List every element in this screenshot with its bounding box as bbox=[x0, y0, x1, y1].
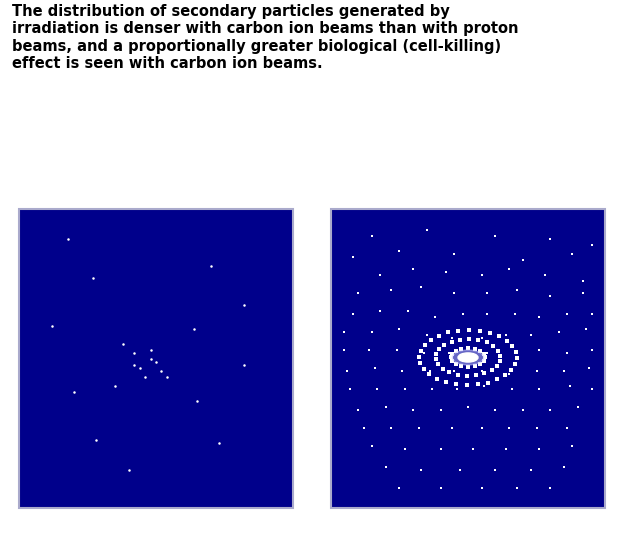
Bar bbox=[331, 210, 605, 508]
Ellipse shape bbox=[458, 353, 478, 362]
Ellipse shape bbox=[452, 350, 484, 365]
Bar bbox=[19, 210, 293, 508]
Text: The distribution of secondary particles generated by
irradiation is denser with : The distribution of secondary particles … bbox=[12, 4, 519, 72]
Text: Carbon(100keV/μm): Carbon(100keV/μm) bbox=[391, 524, 545, 539]
Text: Secondary particles are
dense.: Secondary particles are dense. bbox=[337, 156, 523, 186]
Text: Proton(1keV/μm): Proton(1keV/μm) bbox=[92, 524, 220, 539]
Text: Secondary particles are
sparse.: Secondary particles are sparse. bbox=[25, 156, 211, 186]
